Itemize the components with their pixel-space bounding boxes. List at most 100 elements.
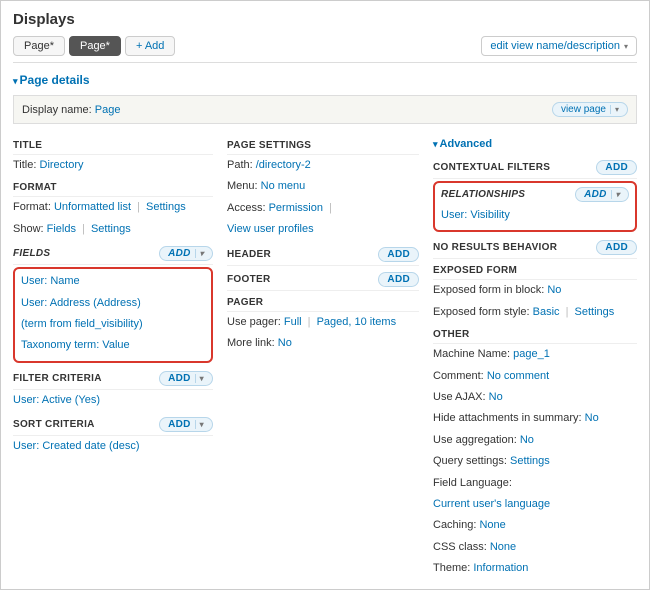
contextual-add-button[interactable]: add: [596, 160, 637, 175]
format-heading: FORMAT: [13, 176, 213, 197]
chevron-down-icon: ▾: [611, 190, 620, 199]
edit-view-name[interactable]: edit view name/description ▾: [481, 36, 637, 56]
chevron-down-icon: ▾: [195, 374, 204, 383]
footer-add-button[interactable]: add: [378, 272, 419, 287]
menu-label: Menu:: [227, 180, 258, 192]
query-value[interactable]: Settings: [510, 455, 550, 467]
tab-page-1[interactable]: Page*: [13, 36, 65, 56]
columns: TITLE Title: Directory FORMAT Format: Un…: [13, 134, 637, 579]
page-details-toggle[interactable]: Page details: [13, 73, 637, 87]
path-value[interactable]: /directory-2: [256, 159, 311, 171]
path-row: Path: /directory-2: [227, 155, 419, 176]
show-value[interactable]: Fields: [47, 223, 76, 235]
view-page-button[interactable]: view page ▾: [552, 102, 628, 117]
fields-highlight: User: Name User: Address (Address) (term…: [13, 267, 213, 363]
field-user-address[interactable]: User: Address (Address): [21, 297, 141, 309]
ajax-label: Use AJAX:: [433, 391, 486, 403]
noresults-heading: NO RESULTS BEHAVIOR add: [433, 234, 637, 259]
add-label: add: [168, 419, 191, 430]
chevron-down-icon: ▾: [624, 42, 628, 51]
exposed-style-label: Exposed form style:: [433, 306, 530, 318]
format-label: Format:: [13, 201, 51, 213]
show-label: Show:: [13, 223, 44, 235]
chevron-down-icon: ▾: [195, 249, 204, 258]
col-right: Advanced CONTEXTUAL FILTERS add RELATION…: [433, 134, 637, 579]
format-settings[interactable]: Settings: [146, 201, 186, 213]
add-label: add: [168, 248, 191, 259]
pager-items[interactable]: Paged, 10 items: [317, 316, 397, 328]
machine-value[interactable]: page_1: [513, 348, 550, 360]
tab-page-2[interactable]: Page*: [69, 36, 121, 56]
pipe: |: [566, 306, 569, 318]
filter-active[interactable]: User: Active (Yes): [13, 394, 100, 406]
display-name-row: Display name: Page view page ▾: [13, 95, 637, 124]
rel-user-visibility[interactable]: User: Visibility: [441, 209, 510, 221]
more-value[interactable]: No: [278, 337, 292, 349]
header-add-button[interactable]: add: [378, 247, 419, 262]
edit-view-label: edit view name/description: [490, 40, 620, 52]
relationships-heading: RELATIONSHIPS add ▾: [441, 185, 629, 205]
sort-created[interactable]: User: Created date (desc): [13, 440, 140, 452]
sort-heading-text: SORT CRITERIA: [13, 419, 95, 430]
noresults-add-button[interactable]: add: [596, 240, 637, 255]
pager-row: Use pager: Full | Paged, 10 items: [227, 312, 419, 333]
pager-heading: PAGER: [227, 291, 419, 312]
add-label: add: [168, 373, 191, 384]
exposed-style-settings[interactable]: Settings: [575, 306, 615, 318]
cache-label: Caching:: [433, 519, 476, 531]
chevron-down-icon: ▾: [610, 105, 619, 114]
footer-heading-text: FOOTER: [227, 274, 270, 285]
path-label: Path:: [227, 159, 253, 171]
col-left: TITLE Title: Directory FORMAT Format: Un…: [13, 134, 213, 458]
ajax-value[interactable]: No: [489, 391, 503, 403]
title-row: Title: Directory: [13, 155, 213, 176]
header-heading: HEADER add: [227, 241, 419, 266]
access-sub[interactable]: View user profiles: [227, 223, 314, 235]
filter-heading-text: FILTER CRITERIA: [13, 373, 102, 384]
title-value[interactable]: Directory: [40, 159, 84, 171]
fields-add-button[interactable]: add ▾: [159, 246, 213, 261]
hide-value[interactable]: No: [585, 412, 599, 424]
display-name-value[interactable]: Page: [95, 104, 121, 116]
fields-heading: FIELDS add ▾: [13, 240, 213, 265]
col-middle: PAGE SETTINGS Path: /directory-2 Menu: N…: [227, 134, 419, 354]
more-row: More link: No: [227, 333, 419, 354]
display-tabs: Page* Page* + Add: [13, 36, 175, 56]
access-value[interactable]: Permission: [269, 202, 323, 214]
sort-heading: SORT CRITERIA add▾: [13, 411, 213, 436]
fields-heading-text: FIELDS: [13, 248, 50, 259]
lang-value[interactable]: Current user's language: [433, 498, 550, 510]
exposed-style-value[interactable]: Basic: [533, 306, 560, 318]
relationships-add-button[interactable]: add ▾: [575, 187, 629, 202]
comment-value[interactable]: No comment: [487, 370, 549, 382]
advanced-toggle[interactable]: Advanced: [433, 134, 637, 154]
cache-value[interactable]: None: [479, 519, 505, 531]
exposed-block-row: Exposed form in block: No: [433, 280, 637, 301]
more-label: More link:: [227, 337, 275, 349]
field-taxonomy-value[interactable]: Taxonomy term: Value: [21, 339, 130, 351]
pager-full[interactable]: Full: [284, 316, 302, 328]
other-heading: OTHER: [433, 323, 637, 344]
tab-add[interactable]: + Add: [125, 36, 175, 56]
field-user-name[interactable]: User: Name: [21, 275, 80, 287]
lang-label: Field Language:: [433, 477, 512, 489]
add-label: add: [584, 189, 607, 200]
contextual-heading-text: CONTEXTUAL FILTERS: [433, 162, 550, 173]
css-label: CSS class:: [433, 541, 487, 553]
title-label: Title:: [13, 159, 36, 171]
show-settings[interactable]: Settings: [91, 223, 131, 235]
field-term-visibility[interactable]: (term from field_visibility): [21, 318, 143, 330]
noresults-heading-text: NO RESULTS BEHAVIOR: [433, 242, 557, 253]
pipe: |: [137, 201, 140, 213]
format-value[interactable]: Unformatted list: [54, 201, 131, 213]
header-heading-text: HEADER: [227, 249, 271, 260]
relationships-heading-text: RELATIONSHIPS: [441, 189, 525, 200]
comment-label: Comment:: [433, 370, 484, 382]
menu-value[interactable]: No menu: [261, 180, 306, 192]
css-value[interactable]: None: [490, 541, 516, 553]
agg-value[interactable]: No: [520, 434, 534, 446]
sort-add-button[interactable]: add▾: [159, 417, 213, 432]
filter-add-button[interactable]: add ▾: [159, 371, 213, 386]
exposed-block-value[interactable]: No: [547, 284, 561, 296]
view-page-label: view page: [561, 104, 606, 115]
